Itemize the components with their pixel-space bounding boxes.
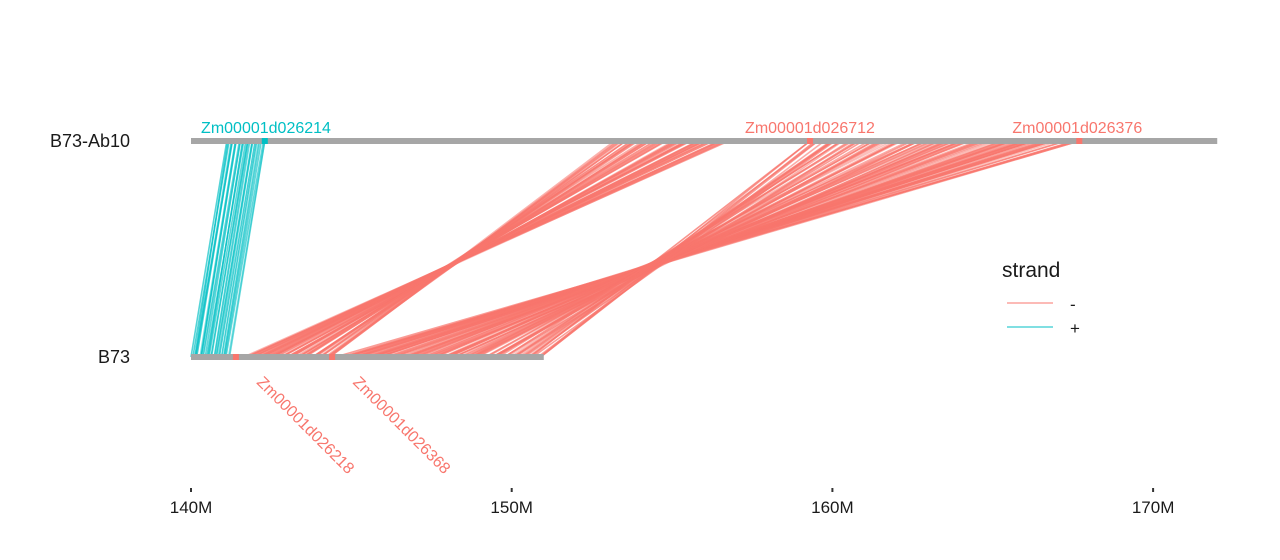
link-minus-2-108: [530, 140, 811, 358]
links-layer: [190, 140, 1080, 358]
link-plus-0-21: [217, 140, 254, 358]
link-plus-0-23: [220, 140, 258, 358]
track-label-b73: B73: [98, 347, 130, 367]
link-minus-1-59: [328, 140, 615, 358]
link-plus-0-14: [208, 140, 247, 358]
gene-label-top-0: Zm00001d026214: [201, 120, 331, 137]
x-tick-label-0: 140M: [170, 498, 213, 517]
link-plus-0-5: [195, 140, 233, 358]
link-plus-0-13: [207, 140, 244, 358]
link-plus-0-0: [190, 140, 228, 358]
gene-marker-bottom-0: [232, 354, 239, 360]
gene-marker-top-0: [261, 138, 268, 144]
gene-marker-bottom-1: [329, 354, 336, 360]
x-tick-label-1: 150M: [490, 498, 533, 517]
link-plus-0-29: [228, 140, 266, 358]
link-plus-0-27: [225, 140, 265, 358]
link-plus-0-22: [218, 140, 256, 358]
link-minus-2-109: [540, 140, 819, 358]
gene-label-bottom-0: Zm00001d026218: [253, 374, 357, 478]
gene-marker-top-2: [1076, 138, 1083, 144]
tracks-layer: B73-Ab10 B73: [50, 131, 1218, 367]
link-plus-0-25: [223, 140, 261, 358]
legend: strand - +: [1002, 259, 1080, 338]
link-plus-0-18: [213, 140, 251, 358]
link-minus-2-101: [532, 140, 836, 358]
gene-label-top-1: Zm00001d026712: [745, 120, 875, 137]
link-plus-0-8: [200, 140, 237, 358]
link-plus-0-11: [204, 140, 242, 358]
track-label-b73-ab10: B73-Ab10: [50, 131, 130, 151]
legend-label-plus: +: [1070, 319, 1080, 338]
legend-label-minus: -: [1070, 295, 1076, 314]
gene-label-top-2: Zm00001d026376: [1012, 120, 1142, 137]
x-tick-label-2: 160M: [811, 498, 854, 517]
gene-marker-top-1: [807, 138, 813, 144]
x-axis: 140M 150M 160M 170M: [170, 488, 1175, 517]
gene-label-bottom-1: Zm00001d026368: [349, 374, 453, 478]
legend-title: strand: [1002, 259, 1060, 282]
genes-layer: Zm00001d026214 Zm00001d026712 Zm00001d0263…: [201, 120, 1142, 478]
link-plus-0-2: [194, 140, 229, 358]
x-tick-label-3: 170M: [1132, 498, 1175, 517]
link-plus-0-16: [210, 140, 249, 358]
link-plus-0-26: [224, 140, 263, 358]
